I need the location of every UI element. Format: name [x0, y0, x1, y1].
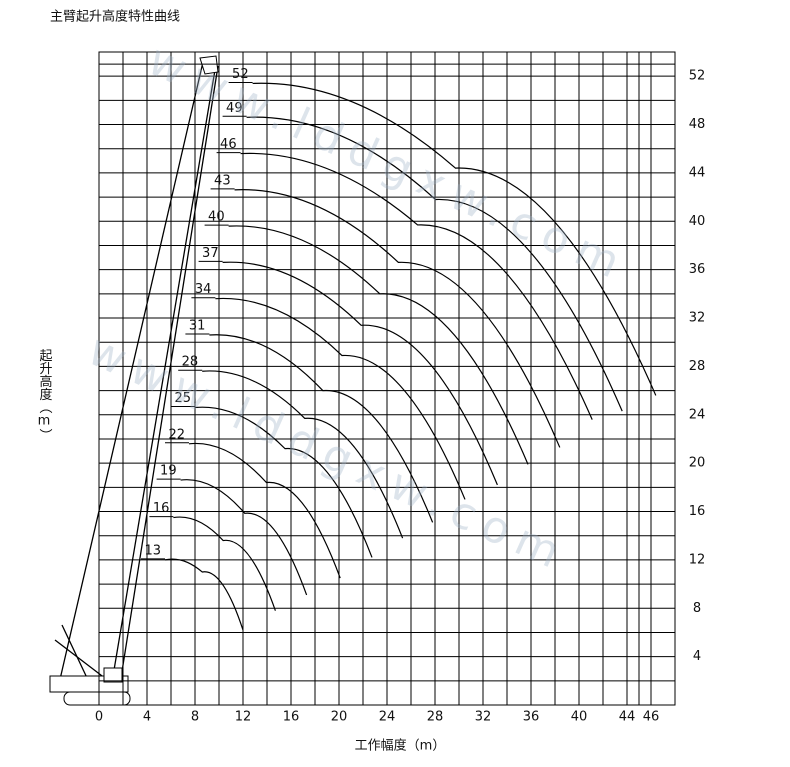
boom-length-label: 49	[226, 101, 243, 116]
x-tick-label: 24	[379, 710, 396, 725]
boom-curve	[222, 261, 498, 486]
mast	[61, 624, 89, 681]
x-tick-label: 0	[95, 710, 103, 725]
crane-boom	[49, 55, 219, 706]
boom-length-label: 25	[174, 391, 191, 406]
x-tick-label: 4	[143, 710, 151, 725]
boom-curve	[194, 406, 373, 558]
mast	[54, 639, 111, 683]
x-tick-label: 12	[235, 710, 252, 725]
y-axis-label: 起升高度（m）	[37, 349, 53, 442]
boom-length-label: 40	[208, 210, 225, 225]
y-tick-label: 44	[689, 165, 706, 180]
x-axis-label: 工作幅度（m）	[355, 738, 446, 754]
crawler	[63, 691, 131, 706]
boom-length-label: 46	[220, 137, 237, 152]
y-tick-label: 32	[689, 311, 706, 326]
y-tick-label: 48	[689, 117, 706, 132]
boom-curve	[173, 516, 276, 611]
grid	[98, 51, 676, 706]
boom-length-label: 28	[182, 355, 199, 370]
x-tick-label: 40	[571, 710, 588, 725]
boom-curve	[215, 297, 466, 500]
boom-curve	[202, 370, 404, 539]
y-tick-label: 24	[689, 407, 706, 422]
y-tick-label: 40	[689, 214, 706, 229]
boom-chord	[111, 63, 217, 683]
x-tick-label: 8	[191, 710, 199, 725]
y-tick-label: 16	[689, 504, 706, 519]
boom-curve	[234, 189, 561, 448]
y-tick-label: 8	[693, 601, 701, 616]
boom-length-label: 19	[160, 464, 177, 479]
x-tick-label: 46	[643, 710, 660, 725]
x-tick-label: 16	[283, 710, 300, 725]
x-tick-label: 28	[427, 710, 444, 725]
boom-chord	[57, 61, 204, 689]
boom-curve	[209, 334, 434, 523]
y-tick-label: 52	[689, 69, 706, 84]
boom-length-label: 31	[189, 318, 206, 333]
boom-curve	[164, 558, 244, 631]
cab	[103, 667, 123, 683]
boom-length-label: 16	[153, 501, 170, 516]
boom-curve	[246, 116, 623, 412]
boom-length-label: 34	[195, 282, 212, 297]
boom-curve	[188, 442, 341, 579]
y-tick-label: 20	[689, 456, 706, 471]
boom-length-label: 22	[168, 427, 185, 442]
boom-tip	[199, 55, 219, 75]
x-tick-label: 20	[331, 710, 348, 725]
boom-curve	[228, 225, 529, 465]
x-tick-label: 44	[619, 710, 636, 725]
y-tick-label: 4	[693, 649, 701, 664]
y-tick-label: 12	[689, 552, 706, 567]
x-tick-label: 32	[475, 710, 492, 725]
chart-title: 主臂起升高度特性曲线	[50, 9, 180, 25]
y-tick-label: 36	[689, 262, 706, 277]
boom-curve	[252, 82, 657, 396]
boom-length-label: 37	[202, 246, 219, 261]
boom-length-label: 43	[214, 173, 231, 188]
y-tick-label: 28	[689, 359, 706, 374]
boom-curve	[180, 479, 308, 596]
boom-chord	[119, 65, 219, 685]
boom-length-label: 52	[232, 67, 249, 82]
boom-length-label: 13	[144, 543, 161, 558]
boom-curve	[240, 152, 593, 420]
x-tick-label: 36	[523, 710, 540, 725]
